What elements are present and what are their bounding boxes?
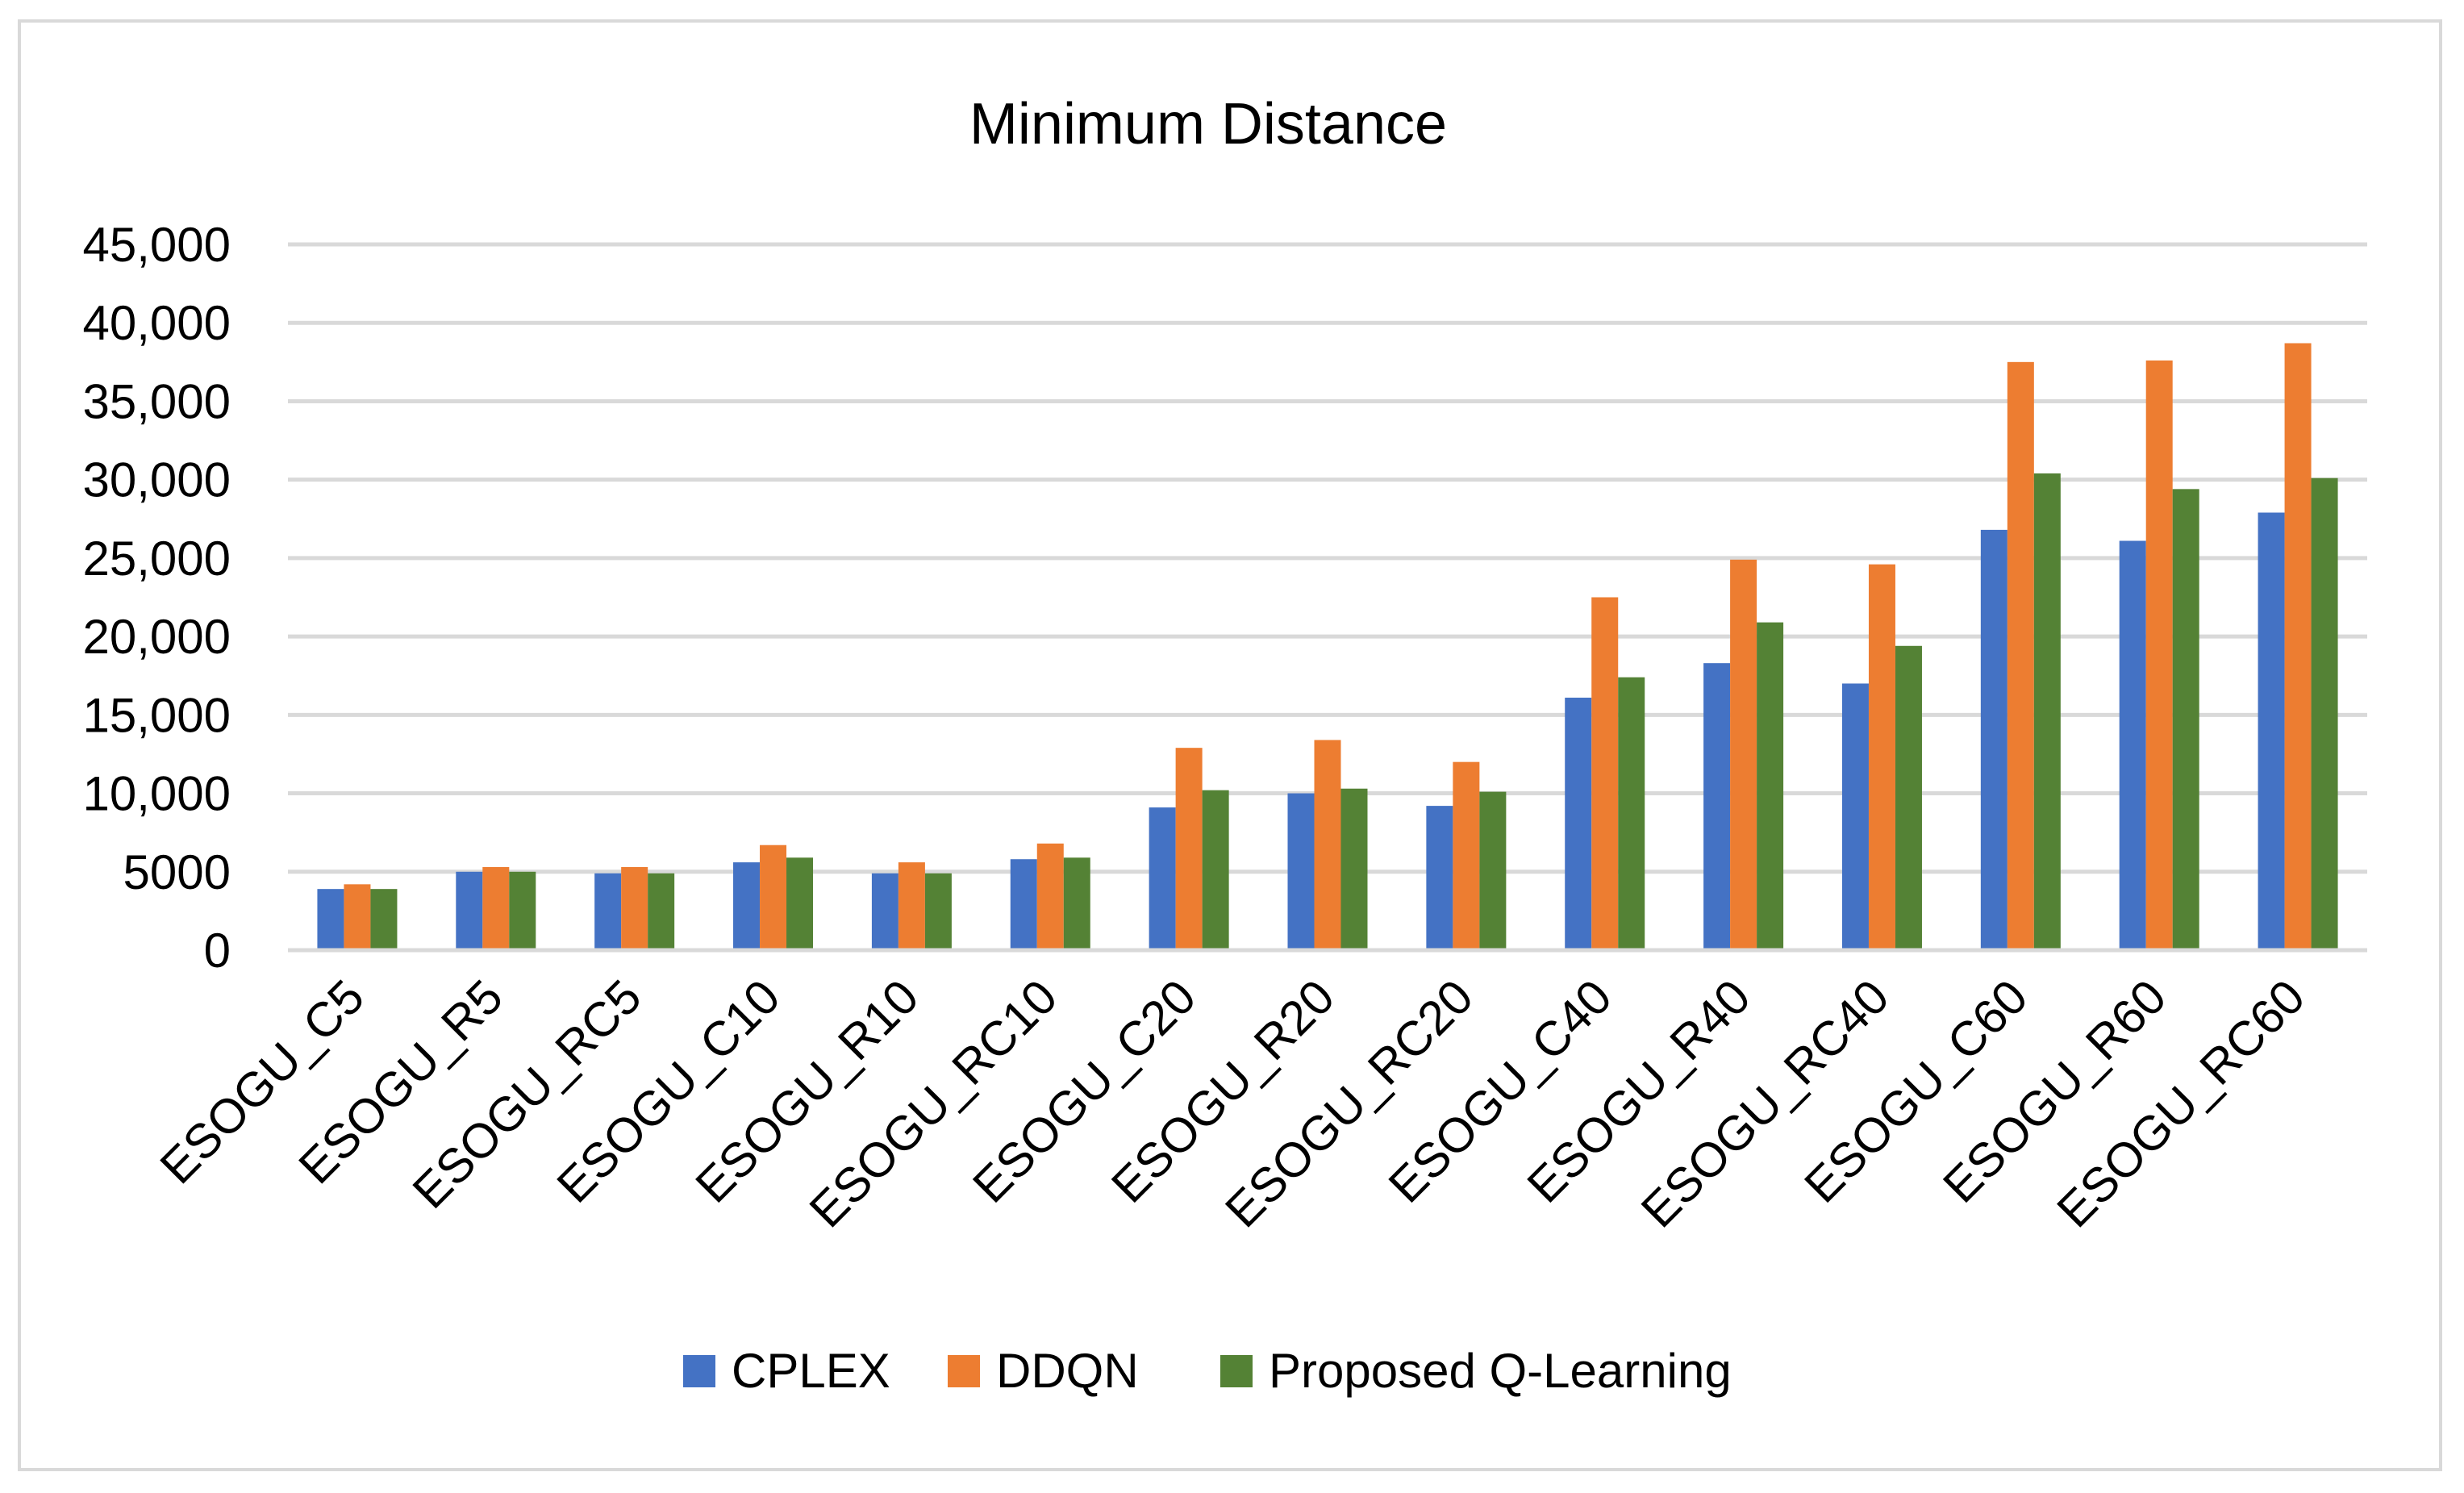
- bar-proposed-q-learning-esogu_r40: [1757, 622, 1784, 950]
- y-tick-label: 20,000: [82, 610, 231, 664]
- y-tick-label: 0: [204, 924, 231, 978]
- bar-ddqn-esogu_r5: [482, 866, 510, 950]
- x-axis-labels: ESOGU_C5ESOGU_R5ESOGU_RC5ESOGU_C10ESOGU_…: [150, 970, 2316, 1238]
- bar-proposed-q-learning-esogu_c5: [370, 889, 398, 950]
- legend-label: Proposed Q-Learning: [1269, 1344, 1732, 1398]
- y-tick-label: 35,000: [82, 374, 231, 428]
- y-tick-label: 30,000: [82, 453, 231, 507]
- bar-ddqn-esogu_rc60: [2284, 343, 2312, 950]
- bar-cplex-esogu_c20: [1149, 807, 1176, 950]
- bar-proposed-q-learning-esogu_c10: [786, 857, 814, 950]
- bar-cplex-esogu_rc60: [2258, 512, 2285, 950]
- bar-cplex-esogu_c10: [733, 862, 761, 950]
- bar-cplex-esogu_r20: [1287, 793, 1315, 950]
- y-tick-label: 15,000: [82, 688, 231, 742]
- bar-cplex-esogu_r5: [456, 871, 483, 950]
- legend-swatch-proposed-q-learning: [1220, 1355, 1253, 1387]
- bar-cplex-esogu_rc5: [594, 873, 622, 950]
- bar-ddqn-esogu_r20: [1314, 740, 1341, 950]
- bar-proposed-q-learning-esogu_rc40: [1895, 645, 1922, 950]
- bar-ddqn-esogu_rc40: [1868, 564, 1895, 950]
- bar-ddqn-esogu_c10: [760, 845, 787, 950]
- bar-cplex-esogu_c5: [317, 889, 344, 950]
- bar-ddqn-esogu_r10: [898, 862, 925, 950]
- bar-ddqn-esogu_r60: [2145, 360, 2173, 950]
- bar-proposed-q-learning-esogu_r60: [2172, 489, 2199, 950]
- bar-ddqn-esogu_c40: [1591, 597, 1619, 950]
- bar-ddqn-esogu_c5: [344, 884, 371, 950]
- bar-proposed-q-learning-esogu_rc60: [2311, 478, 2338, 950]
- bar-cplex-esogu_r10: [871, 873, 898, 950]
- x-tick-label: ESOGU_RC60: [2047, 970, 2316, 1238]
- bar-cplex-esogu_r60: [2119, 540, 2146, 950]
- x-tick-label: ESOGU_RC40: [1631, 970, 1899, 1238]
- chart-title: Minimum Distance: [969, 92, 1447, 156]
- legend-label: CPLEX: [732, 1344, 890, 1398]
- bar-ddqn-esogu_c60: [2007, 361, 2034, 950]
- bar-cplex-esogu_rc40: [1841, 683, 1869, 950]
- bar-proposed-q-learning-esogu_c60: [2033, 473, 2061, 950]
- legend-swatch-cplex: [683, 1355, 715, 1387]
- y-tick-label: 40,000: [82, 296, 231, 350]
- y-axis-ticks: 0 5000 10,000 15,000 20,000 25,000 30,000 35,00…: [82, 218, 231, 978]
- bar-cplex-esogu_c40: [1565, 697, 1592, 950]
- y-tick-label: 10,000: [82, 767, 231, 821]
- bar-ddqn-esogu_rc20: [1453, 761, 1480, 950]
- bar-proposed-q-learning-esogu_rc20: [1479, 791, 1507, 950]
- bar-proposed-q-learning-esogu_r10: [924, 873, 952, 950]
- bar-cplex-esogu_rc20: [1426, 806, 1453, 950]
- x-tick-label: ESOGU_RC20: [1215, 970, 1483, 1238]
- legend-swatch-ddqn: [948, 1355, 980, 1387]
- legend-label: DDQN: [996, 1344, 1139, 1398]
- bar-ddqn-esogu_c20: [1175, 748, 1203, 950]
- bar-proposed-q-learning-esogu_c40: [1618, 677, 1645, 950]
- bar-cplex-esogu_r40: [1703, 663, 1731, 950]
- bar-proposed-q-learning-esogu_rc5: [648, 873, 675, 950]
- bar-cplex-esogu_c60: [1980, 529, 2007, 950]
- bar-proposed-q-learning-esogu_r5: [509, 871, 536, 950]
- bar-proposed-q-learning-esogu_c20: [1202, 790, 1229, 950]
- bar-ddqn-esogu_rc10: [1036, 843, 1064, 950]
- y-tick-label: 5000: [123, 845, 231, 899]
- bar-cplex-esogu_rc10: [1010, 859, 1037, 950]
- bars: [317, 343, 2338, 950]
- y-tick-label: 45,000: [82, 218, 231, 272]
- x-tick-label: ESOGU_RC10: [799, 970, 1068, 1238]
- bar-proposed-q-learning-esogu_rc10: [1063, 857, 1090, 950]
- legend: CPLEX DDQN Proposed Q-Learning: [683, 1344, 1732, 1398]
- y-tick-label: 25,000: [82, 532, 231, 586]
- bar-ddqn-esogu_r40: [1730, 559, 1757, 950]
- bar-proposed-q-learning-esogu_r20: [1340, 788, 1368, 950]
- bar-ddqn-esogu_rc5: [621, 866, 648, 950]
